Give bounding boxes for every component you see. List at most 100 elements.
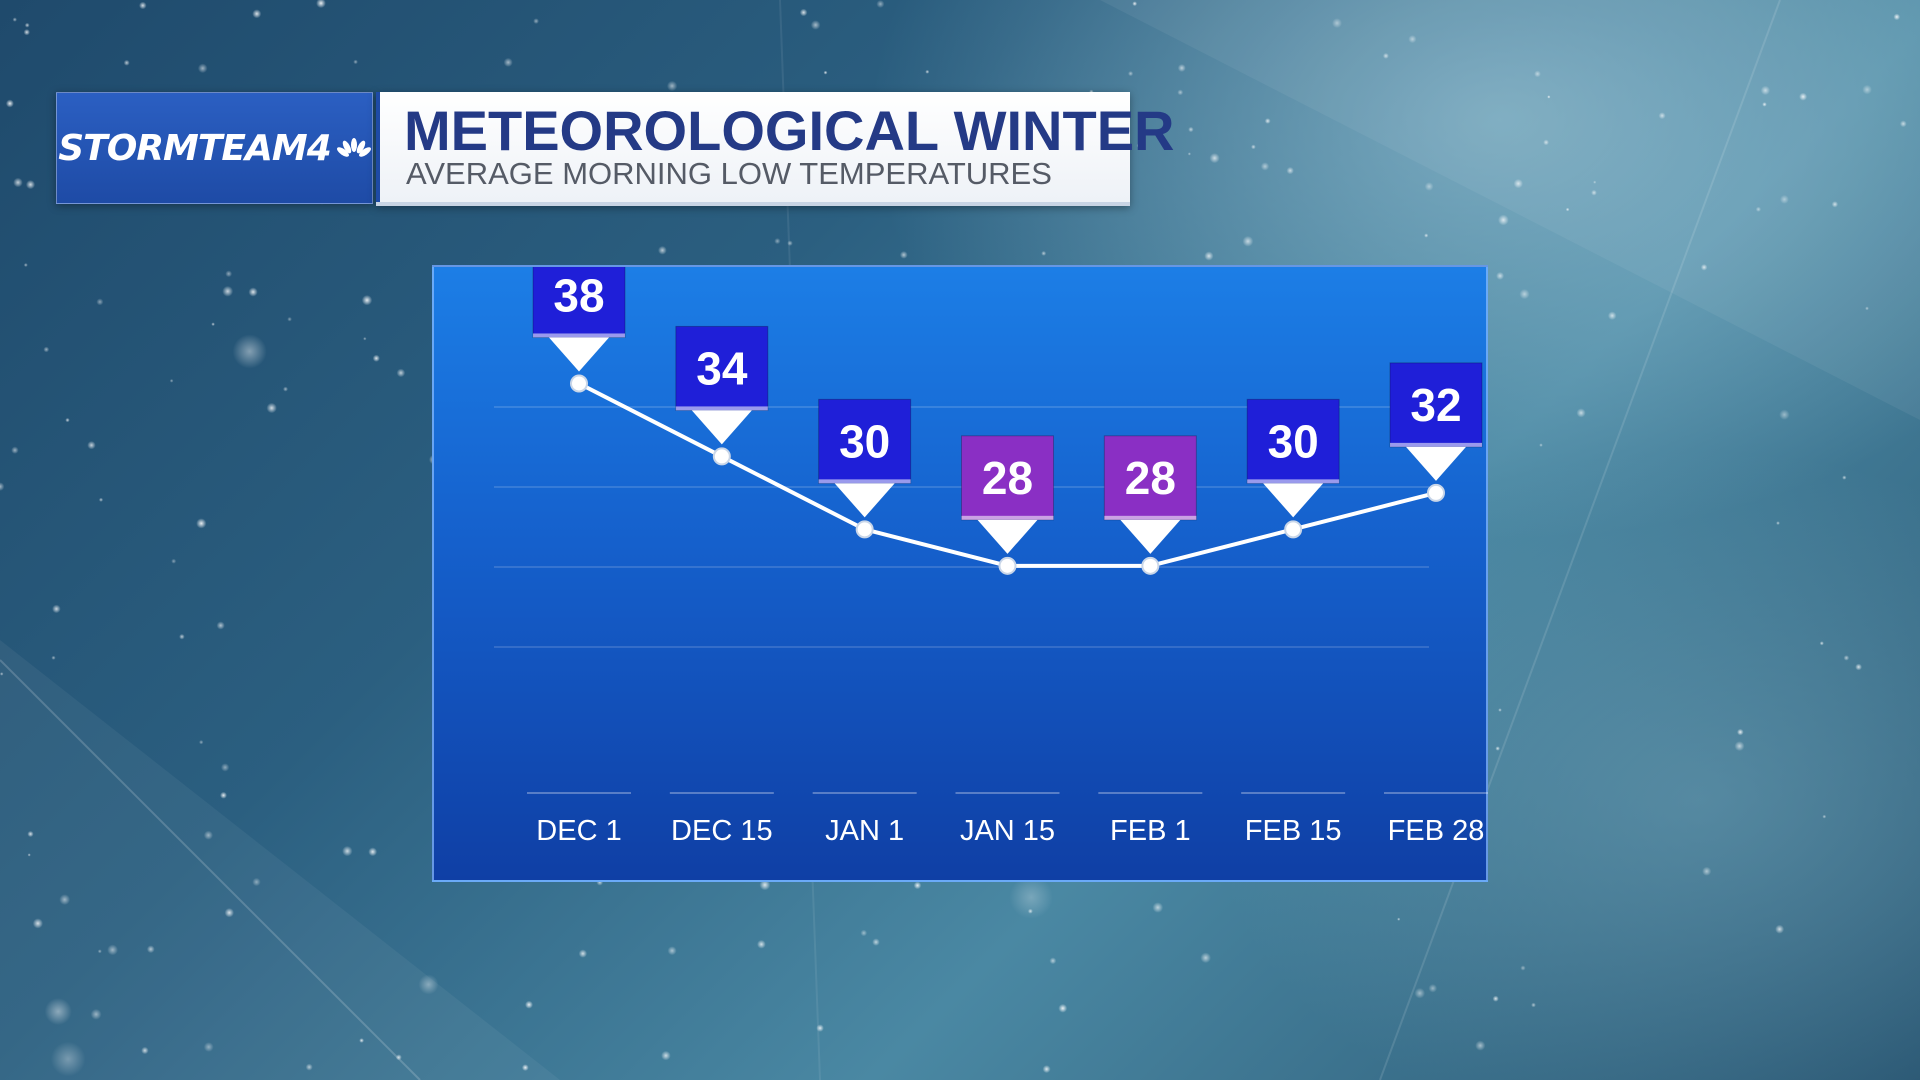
data-label-box bbox=[1103, 435, 1197, 521]
snowflake bbox=[1408, 35, 1417, 44]
snowflake bbox=[1799, 92, 1808, 101]
snowflake bbox=[65, 417, 70, 423]
snowflake bbox=[27, 830, 34, 838]
snowflake bbox=[96, 298, 104, 306]
snowflake bbox=[661, 1050, 671, 1061]
snowflake bbox=[1547, 95, 1551, 99]
snowflake bbox=[1899, 120, 1907, 128]
snowflake bbox=[1200, 952, 1211, 964]
snowflake bbox=[0, 672, 4, 676]
snowflake bbox=[1009, 875, 1053, 919]
data-label-pointer bbox=[1406, 446, 1466, 481]
snowflake bbox=[1760, 85, 1771, 96]
snowflake bbox=[1132, 1, 1138, 7]
data-label-underline bbox=[1390, 442, 1482, 447]
snowflake bbox=[913, 881, 922, 890]
data-label-pointer bbox=[834, 483, 895, 518]
snowflake bbox=[1591, 189, 1597, 196]
snowflake bbox=[139, 1, 147, 10]
snowflake bbox=[1842, 475, 1847, 480]
snowflake bbox=[368, 847, 378, 857]
snowflake bbox=[316, 0, 326, 9]
data-label: 38 bbox=[553, 269, 604, 321]
data-label-pointer bbox=[1120, 519, 1181, 554]
snowflake bbox=[1702, 866, 1712, 876]
snowflake bbox=[1264, 118, 1271, 124]
data-label-underline bbox=[1104, 515, 1197, 520]
data-label-box bbox=[1389, 362, 1483, 448]
data-point bbox=[1141, 556, 1160, 575]
snowflake bbox=[533, 18, 539, 24]
snowflake bbox=[1397, 917, 1401, 921]
snowflake bbox=[667, 946, 677, 956]
snowflake bbox=[1534, 70, 1541, 78]
snowflake bbox=[44, 998, 72, 1025]
snowflake bbox=[872, 938, 880, 946]
snowflake bbox=[1519, 289, 1530, 300]
snowflake bbox=[50, 1041, 86, 1077]
snowflake bbox=[11, 446, 19, 454]
snowflake bbox=[1776, 521, 1780, 525]
snowflake bbox=[1498, 214, 1509, 226]
snowflake bbox=[1543, 139, 1549, 146]
data-label: 28 bbox=[982, 452, 1033, 504]
snowflake bbox=[1424, 182, 1434, 191]
peacock-icon bbox=[336, 138, 371, 157]
snowflake bbox=[169, 379, 174, 383]
data-label-underline bbox=[818, 479, 911, 484]
snowflake bbox=[203, 830, 213, 840]
snowflake bbox=[283, 386, 288, 392]
snowflake bbox=[43, 346, 50, 353]
snowflake bbox=[774, 238, 781, 245]
snowflake bbox=[248, 287, 258, 297]
snowflake bbox=[1734, 741, 1745, 752]
snowflake bbox=[1755, 206, 1761, 212]
snowflake bbox=[1128, 71, 1134, 77]
snowflake bbox=[1177, 64, 1186, 72]
data-label-box bbox=[675, 325, 769, 411]
snowflake bbox=[32, 918, 44, 929]
snowflake bbox=[1779, 409, 1790, 420]
snowflake bbox=[1209, 153, 1220, 164]
snowflake bbox=[372, 354, 380, 362]
snowflake bbox=[816, 1024, 824, 1032]
snowflake bbox=[1539, 443, 1543, 447]
x-tick-label: JAN 15 bbox=[960, 815, 1055, 847]
data-label-box bbox=[961, 435, 1054, 521]
snowflake bbox=[418, 974, 439, 995]
snowflake bbox=[1855, 663, 1862, 671]
snowflake bbox=[658, 245, 667, 255]
snowflake bbox=[305, 1063, 313, 1071]
snowflake bbox=[23, 263, 28, 267]
data-label: 30 bbox=[1268, 415, 1319, 467]
title-accent-bar bbox=[376, 92, 380, 202]
logo-text: STORMTEAM4 bbox=[58, 127, 332, 169]
snowflake bbox=[1382, 52, 1389, 59]
data-point bbox=[1427, 483, 1445, 502]
data-label: 30 bbox=[839, 415, 890, 467]
snowflake bbox=[1152, 902, 1164, 913]
snowflake bbox=[252, 877, 261, 887]
data-label: 32 bbox=[1410, 379, 1461, 431]
x-tick-label: FEB 15 bbox=[1245, 815, 1342, 847]
x-tick-label: JAN 1 bbox=[825, 815, 904, 847]
snowflake bbox=[1251, 144, 1256, 150]
snowflake bbox=[13, 177, 23, 188]
snowflake bbox=[1049, 957, 1057, 965]
snowflake bbox=[899, 251, 908, 259]
data-point bbox=[998, 556, 1017, 575]
snowflake bbox=[860, 929, 868, 937]
snowflake bbox=[1041, 250, 1047, 256]
snowflake bbox=[1531, 1002, 1536, 1008]
snowflake bbox=[199, 740, 204, 745]
snowflake bbox=[1495, 746, 1500, 751]
snowflake bbox=[1576, 408, 1586, 418]
data-label: 34 bbox=[696, 342, 748, 394]
snowflake bbox=[396, 368, 406, 378]
snowflake bbox=[1496, 271, 1505, 280]
data-label-underline bbox=[961, 515, 1054, 520]
snowflake bbox=[799, 8, 808, 17]
snowflake bbox=[1332, 18, 1342, 29]
snowflake bbox=[521, 1064, 529, 1071]
x-tick-label: DEC 15 bbox=[671, 815, 773, 847]
